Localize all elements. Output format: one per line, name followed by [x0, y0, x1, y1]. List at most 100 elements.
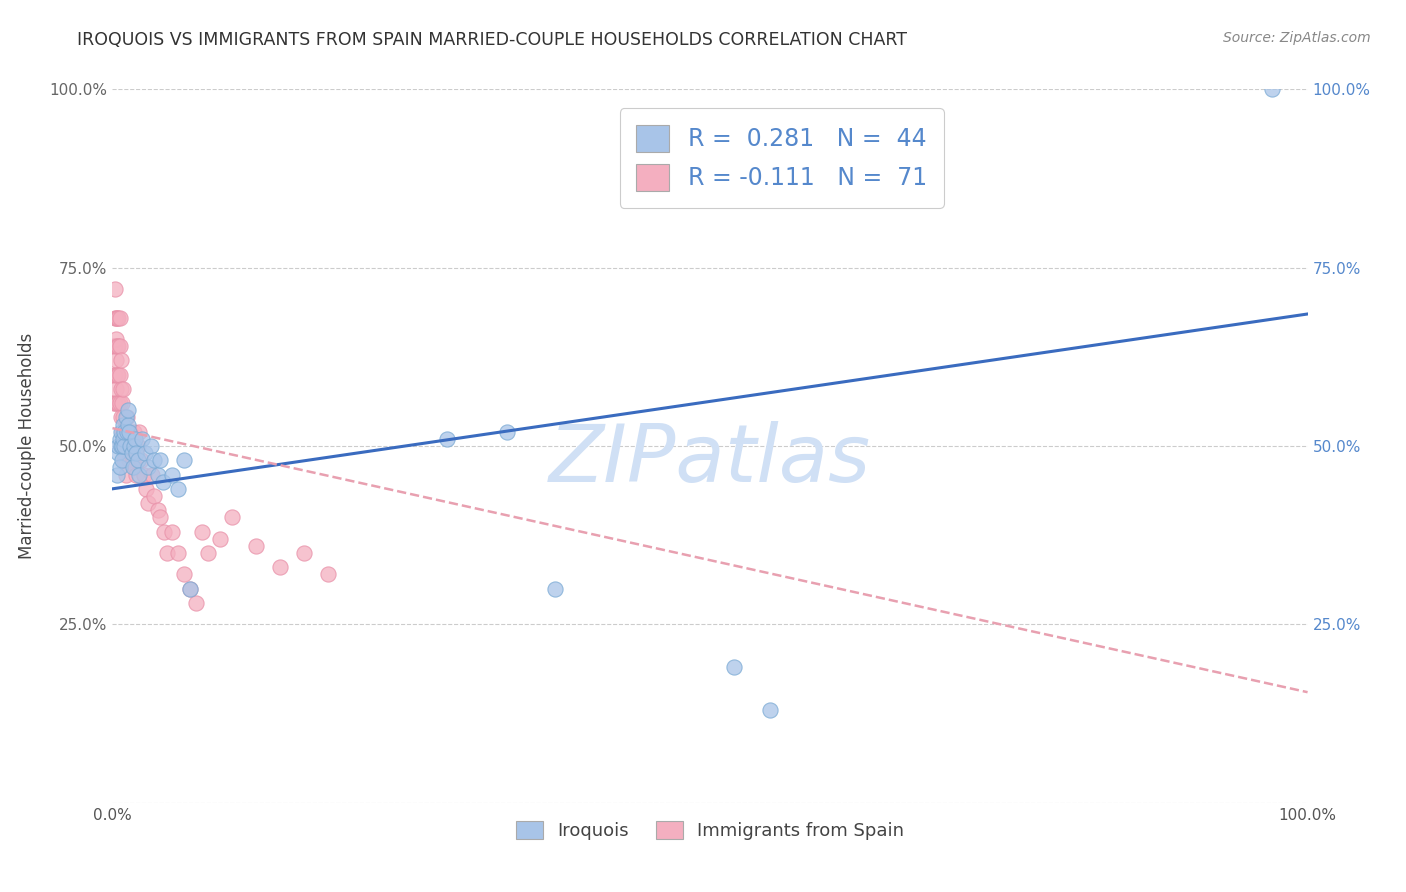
- Point: [167, 482, 190, 496]
- Legend: Iroquois, Immigrants from Spain: Iroquois, Immigrants from Spain: [509, 814, 911, 847]
- Point: [117, 417, 139, 432]
- Point: [128, 425, 150, 439]
- Point: [139, 439, 162, 453]
- Point: [115, 439, 138, 453]
- Point: [141, 467, 163, 482]
- Point: [146, 467, 169, 482]
- Point: [1261, 82, 1284, 96]
- Point: [117, 439, 139, 453]
- Point: [112, 382, 135, 396]
- Point: [209, 532, 232, 546]
- Point: [162, 524, 183, 539]
- Point: [152, 475, 174, 489]
- Point: [105, 353, 128, 368]
- Point: [221, 510, 243, 524]
- Text: Source: ZipAtlas.com: Source: ZipAtlas.com: [1223, 31, 1371, 45]
- Point: [118, 453, 141, 467]
- Point: [125, 467, 148, 482]
- Point: [131, 432, 153, 446]
- Point: [105, 467, 128, 482]
- Point: [103, 339, 125, 353]
- Point: [111, 453, 134, 467]
- Point: [114, 410, 136, 425]
- Point: [121, 439, 143, 453]
- Point: [104, 368, 127, 382]
- Point: [107, 439, 129, 453]
- Point: [120, 439, 142, 453]
- Point: [149, 510, 172, 524]
- Point: [111, 439, 134, 453]
- Point: [143, 489, 166, 503]
- Point: [245, 539, 267, 553]
- Point: [112, 432, 135, 446]
- Point: [108, 460, 131, 475]
- Point: [162, 467, 183, 482]
- Point: [114, 453, 135, 467]
- Point: [179, 582, 201, 596]
- Point: [112, 410, 135, 425]
- Point: [132, 467, 155, 482]
- Point: [759, 703, 782, 717]
- Point: [112, 417, 135, 432]
- Point: [115, 410, 138, 425]
- Point: [135, 482, 157, 496]
- Point: [103, 368, 125, 382]
- Point: [186, 596, 208, 610]
- Point: [105, 310, 128, 325]
- Point: [121, 460, 143, 475]
- Point: [114, 425, 135, 439]
- Point: [124, 460, 146, 475]
- Point: [107, 310, 129, 325]
- Point: [104, 339, 127, 353]
- Point: [127, 453, 149, 467]
- Point: [120, 425, 142, 439]
- Point: [105, 332, 128, 346]
- Point: [143, 453, 166, 467]
- Point: [179, 582, 201, 596]
- Point: [122, 439, 145, 453]
- Point: [496, 425, 519, 439]
- Point: [121, 446, 143, 460]
- Point: [121, 453, 143, 467]
- Point: [138, 460, 160, 475]
- Y-axis label: Married-couple Households: Married-couple Households: [18, 333, 35, 559]
- Point: [108, 339, 131, 353]
- Point: [115, 425, 138, 439]
- Point: [292, 546, 315, 560]
- Point: [107, 339, 129, 353]
- Point: [104, 396, 127, 410]
- Point: [105, 368, 128, 382]
- Point: [146, 503, 169, 517]
- Point: [118, 425, 141, 439]
- Point: [108, 396, 131, 410]
- Point: [104, 282, 127, 296]
- Point: [114, 439, 135, 453]
- Point: [108, 432, 131, 446]
- Point: [149, 453, 172, 467]
- Point: [105, 310, 128, 325]
- Point: [103, 396, 125, 410]
- Point: [723, 660, 745, 674]
- Point: [114, 467, 136, 482]
- Point: [105, 382, 128, 396]
- Point: [107, 368, 129, 382]
- Point: [110, 353, 132, 368]
- Point: [124, 432, 146, 446]
- Point: [156, 546, 179, 560]
- Point: [110, 410, 132, 425]
- Point: [114, 425, 135, 439]
- Point: [110, 425, 132, 439]
- Point: [128, 467, 150, 482]
- Point: [134, 446, 156, 460]
- Point: [108, 310, 131, 325]
- Point: [104, 310, 127, 325]
- Point: [117, 403, 139, 417]
- Point: [111, 425, 134, 439]
- Point: [269, 560, 291, 574]
- Point: [153, 524, 176, 539]
- Point: [173, 567, 195, 582]
- Text: IROQUOIS VS IMMIGRANTS FROM SPAIN MARRIED-COUPLE HOUSEHOLDS CORRELATION CHART: IROQUOIS VS IMMIGRANTS FROM SPAIN MARRIE…: [77, 31, 907, 49]
- Point: [316, 567, 339, 582]
- Point: [543, 582, 565, 596]
- Point: [110, 382, 132, 396]
